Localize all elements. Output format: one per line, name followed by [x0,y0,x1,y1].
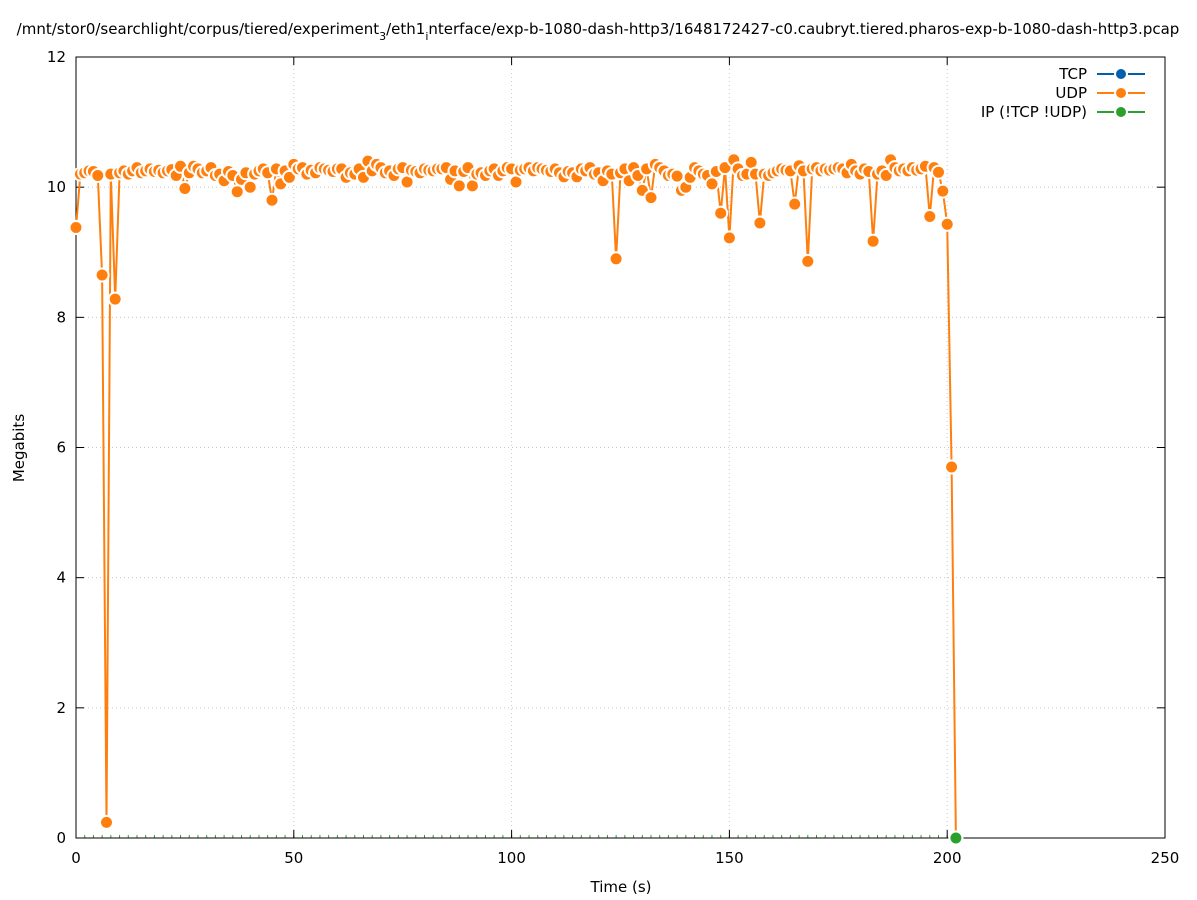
legend-label: UDP [1055,84,1087,102]
y-tick-label: 12 [47,48,66,66]
data-point [242,179,258,195]
data-point [800,253,816,269]
x-tick-label: 250 [1151,849,1180,867]
data-point [865,233,881,249]
data-point [68,220,84,235]
data-point [704,176,720,192]
data-point [177,181,193,196]
data-point [608,251,624,267]
data-point [787,196,803,212]
y-axis-tick-labels: 0 2 4 6 8 10 12 [47,48,66,847]
data-point [721,230,737,246]
x-axis-tick-labels: 0 50 100 150 200 250 [71,849,1179,867]
legend-marker [1114,105,1128,119]
y-tick-label: 0 [56,829,66,847]
x-tick-label: 150 [715,849,744,867]
legend-marker [1114,67,1128,81]
y-tick-label: 2 [56,699,66,717]
y-axis-title: Megabits [10,414,28,482]
x-tick-label: 100 [497,849,526,867]
data-point [281,169,297,185]
data-point [94,267,110,283]
data-point [90,168,106,183]
data-point [107,291,123,307]
data-point [944,459,960,475]
legend-label: IP (!TCP !UDP) [981,103,1087,121]
legend-item: IP (!TCP !UDP) [981,103,1145,121]
data-point [939,216,955,232]
legend-marker [1114,86,1128,100]
data-point [922,209,938,224]
plot-area-border [75,56,1166,839]
data-point [948,830,964,846]
x-tick-label: 50 [284,849,303,867]
x-tick-label: 0 [71,849,81,867]
data-point [669,168,685,184]
legend-label: TCP [1058,65,1087,83]
series-1 [68,152,964,846]
series-layer [68,152,964,846]
data-point [713,205,729,221]
legend-item: UDP [1055,84,1145,102]
y-tick-label: 4 [56,569,66,587]
data-point [752,215,768,231]
y-tick-label: 6 [56,439,66,457]
x-axis-title: Time (s) [590,878,652,896]
x-tick-label: 200 [933,849,962,867]
series-2 [948,830,964,846]
legend-item: TCP [1058,65,1145,83]
data-point [935,183,951,199]
data-point [451,178,467,194]
data-point [931,164,946,180]
chart-title: /mnt/stor0/searchlight/corpus/tiered/exp… [17,20,1180,43]
y-tick-label: 8 [56,308,66,326]
data-point [99,814,114,830]
data-point [264,192,280,208]
data-point [229,184,245,200]
y-tick-label: 10 [47,178,66,196]
data-point [643,190,659,206]
